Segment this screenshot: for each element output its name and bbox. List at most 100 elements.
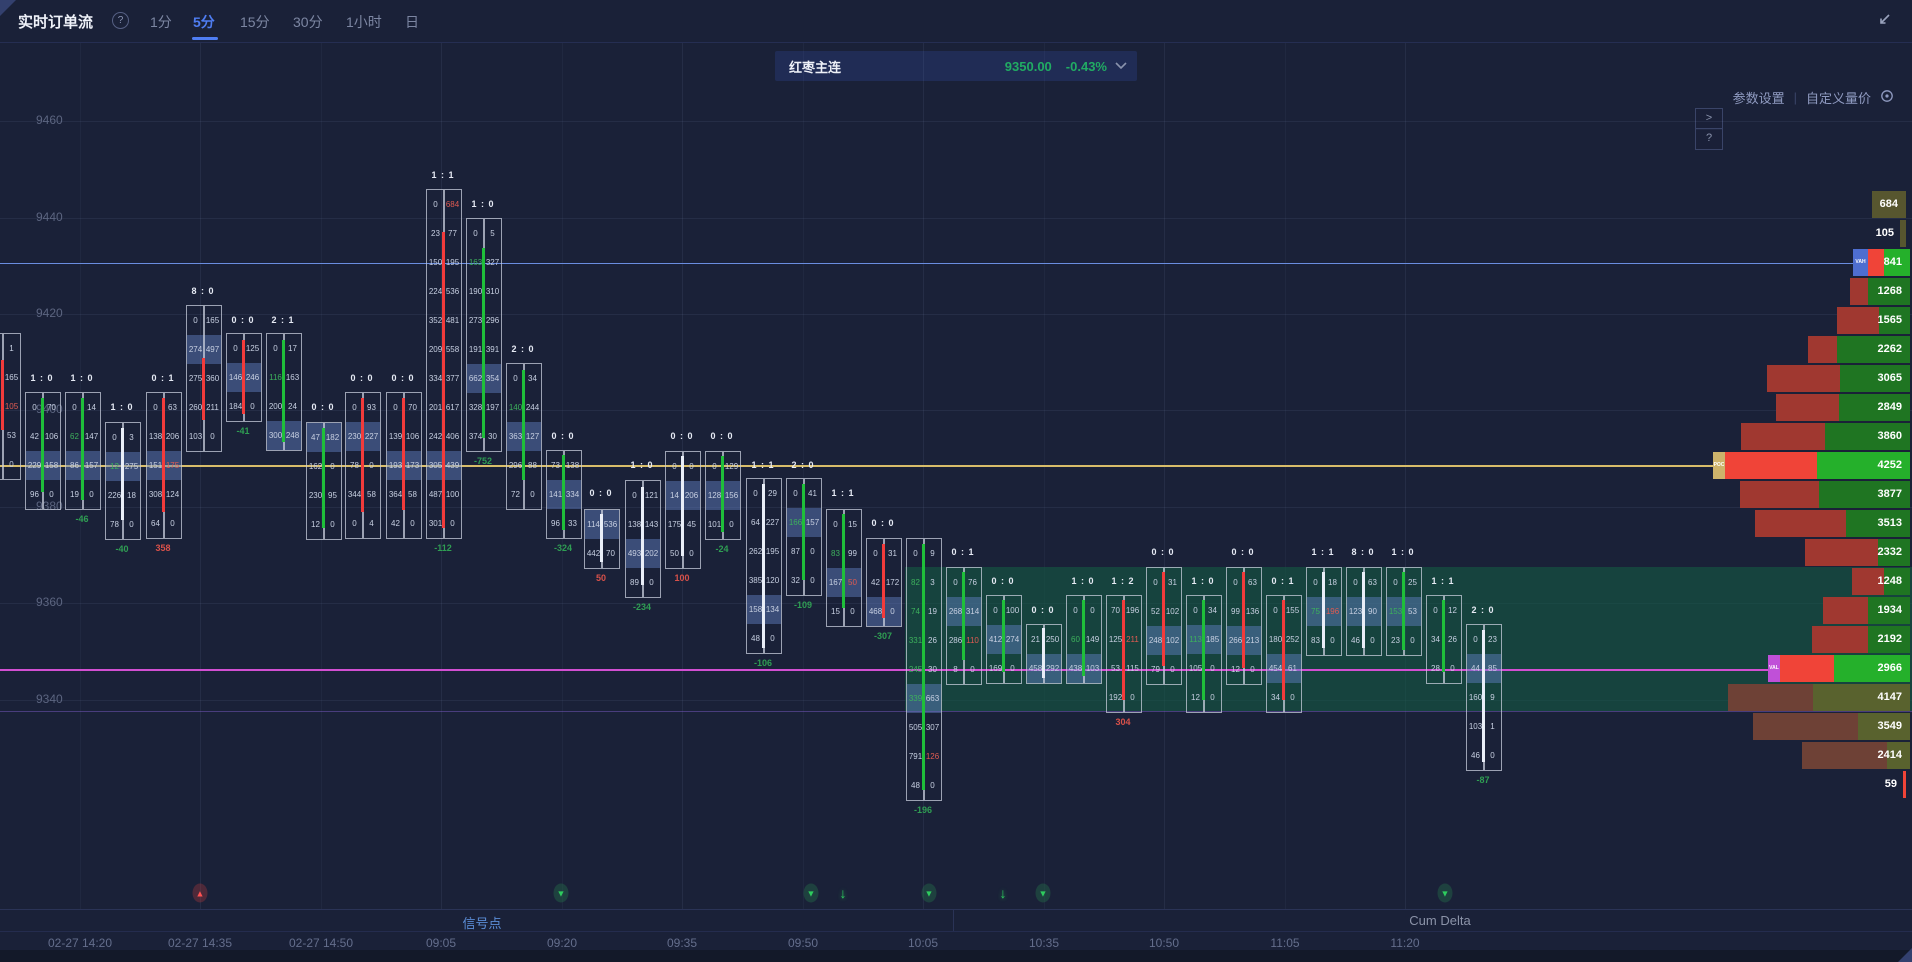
bid-volume-cell: 334 — [428, 374, 443, 383]
footprint-row: 0 155 — [1267, 596, 1301, 625]
ask-volume-cell: 536 — [603, 520, 618, 529]
bid-volume-cell: 101 — [707, 520, 722, 529]
bid-volume-cell: 0 — [913, 549, 918, 558]
ask-volume-cell: 165 — [4, 373, 19, 382]
horizontal-gridline — [0, 410, 1912, 411]
bid-volume-cell: 44 — [1471, 664, 1480, 673]
ask-volume-cell: 0 — [250, 402, 255, 411]
horizontal-gridline — [0, 218, 1912, 219]
profile-bar-segment — [1903, 771, 1906, 798]
imbalance-ratio-label: 1 : 0 — [1191, 576, 1215, 586]
ask-volume-cell: 172 — [885, 578, 900, 587]
ask-volume-cell: 158 — [44, 461, 59, 470]
signal-points-label[interactable]: 信号点 — [462, 916, 502, 931]
ask-volume-cell: 0 — [1410, 636, 1415, 645]
footprint-row: 364 58 — [387, 480, 421, 509]
bid-volume-cell: 89 — [630, 578, 639, 587]
candle-delta-label: -307 — [873, 631, 893, 641]
ask-volume-cell: 327 — [485, 258, 500, 267]
ask-volume-cell: 0 — [89, 490, 94, 499]
bid-volume-cell: 99 — [1231, 607, 1240, 616]
footprint-row: 0 41 — [787, 479, 821, 508]
bid-volume-cell: 78 — [110, 520, 119, 529]
footprint-row: 32 0 — [787, 566, 821, 595]
footprint-row: 0 76 — [947, 568, 981, 597]
x-axis-tick-label: 02-27 14:35 — [167, 936, 233, 950]
ask-volume-cell: 274 — [1005, 635, 1020, 644]
candle-price-line — [481, 248, 485, 438]
candle-price-line — [841, 514, 845, 608]
help-icon[interactable]: ? — [112, 12, 129, 29]
ask-volume-cell: 0 — [1250, 665, 1255, 674]
candle-price-line — [561, 455, 565, 530]
footprint-candle[interactable]: 73 138 141 334 96 33 — [546, 450, 582, 539]
bid-volume-cell: 0 — [1313, 578, 1318, 587]
settings-button[interactable]: 参数设置 — [1732, 91, 1785, 106]
profile-volume-label: 2966 — [1877, 662, 1902, 674]
footprint-row: 0 70 — [26, 393, 60, 422]
candle-price-line — [1081, 600, 1085, 676]
profile-bar-segment — [1837, 336, 1910, 363]
horizontal-gridline — [0, 121, 1912, 122]
candle-price-line — [0, 360, 4, 430]
candle-price-line — [321, 428, 325, 528]
price-axis-label: 9340 — [36, 692, 63, 706]
ask-volume-cell: 206 — [684, 491, 699, 500]
x-axis-tick-label: 09:20 — [546, 936, 578, 950]
ask-volume-cell: 314 — [965, 607, 980, 616]
tab-30min[interactable]: 30分 — [293, 14, 323, 30]
bid-volume-cell: 268 — [948, 607, 963, 616]
ask-volume-cell: 360 — [205, 374, 220, 383]
bid-volume-cell: 209 — [428, 345, 443, 354]
signal-down-icon: ↓ — [999, 885, 1007, 901]
symbol-selector[interactable]: 红枣主连 9350.00 -0.43% — [775, 51, 1137, 81]
ask-volume-cell: 1 — [1490, 722, 1495, 731]
ask-volume-cell: 0 — [129, 520, 134, 529]
candle-price-line — [360, 398, 364, 512]
tab-1hour[interactable]: 1小时 — [346, 14, 382, 30]
candle-delta-label: 358 — [155, 543, 171, 553]
profile-marker-poc: POC — [1713, 452, 1725, 479]
footprint-row: 96 0 — [26, 480, 60, 509]
footprint-chart[interactable]: 9460 9440 9420 9400 9380 9360 9340 1 165 105 53 0 0 7… — [0, 43, 1912, 909]
price-axis-label: 9460 — [36, 113, 63, 127]
ask-volume-cell: 0 — [170, 519, 175, 528]
footprint-row: 50 0 — [666, 539, 700, 568]
candle-price-line — [921, 544, 925, 790]
profile-bar-segment — [1900, 220, 1906, 247]
imbalance-ratio-label: 1 : 1 — [831, 488, 855, 498]
ask-volume-cell: 196 — [1125, 606, 1140, 615]
candle-price-line — [241, 340, 245, 414]
visibility-icon[interactable] — [1880, 89, 1894, 106]
footprint-row: 12 0 — [307, 510, 341, 539]
collapse-icon[interactable] — [1874, 10, 1894, 30]
bid-volume-cell: 308 — [148, 490, 163, 499]
bid-volume-cell: 12 — [1231, 665, 1240, 674]
footprint-row: 0 63 — [1347, 568, 1381, 597]
ask-volume-cell: 18 — [127, 491, 136, 500]
bid-volume-cell: 201 — [428, 403, 443, 412]
candle-price-line — [1041, 628, 1045, 678]
bid-volume-cell: 62 — [70, 432, 79, 441]
bid-volume-cell: 46 — [1351, 636, 1360, 645]
footprint-row: 374 30 — [467, 422, 501, 451]
ask-volume-cell: 202 — [644, 549, 659, 558]
imbalance-ratio-label: 1 : 2 — [1111, 576, 1135, 586]
tab-5min[interactable]: 5分 — [193, 14, 215, 30]
tab-day[interactable]: 日 — [405, 14, 419, 30]
candle-price-line — [521, 370, 525, 480]
panel-help-button[interactable]: ? — [1695, 128, 1723, 150]
ask-volume-cell: 0 — [1010, 664, 1015, 673]
footprint-candle[interactable]: 0 129 128 156 101 0 — [705, 451, 741, 540]
cum-delta-label[interactable]: Cum Delta — [1409, 913, 1471, 928]
ask-volume-cell: 63 — [1248, 578, 1257, 587]
imbalance-ratio-label: 2 : 1 — [271, 315, 295, 325]
ask-volume-cell: 0 — [649, 578, 654, 587]
ask-volume-cell: 41 — [808, 489, 817, 498]
bid-volume-cell: 8 — [953, 665, 958, 674]
tab-15min[interactable]: 15分 — [240, 14, 270, 30]
price-axis-label: 9360 — [36, 595, 63, 609]
custom-volume-price-button[interactable]: 自定义量价 — [1805, 91, 1871, 106]
bid-volume-cell: 103 — [1468, 722, 1483, 731]
tab-1min[interactable]: 1分 — [150, 14, 172, 30]
